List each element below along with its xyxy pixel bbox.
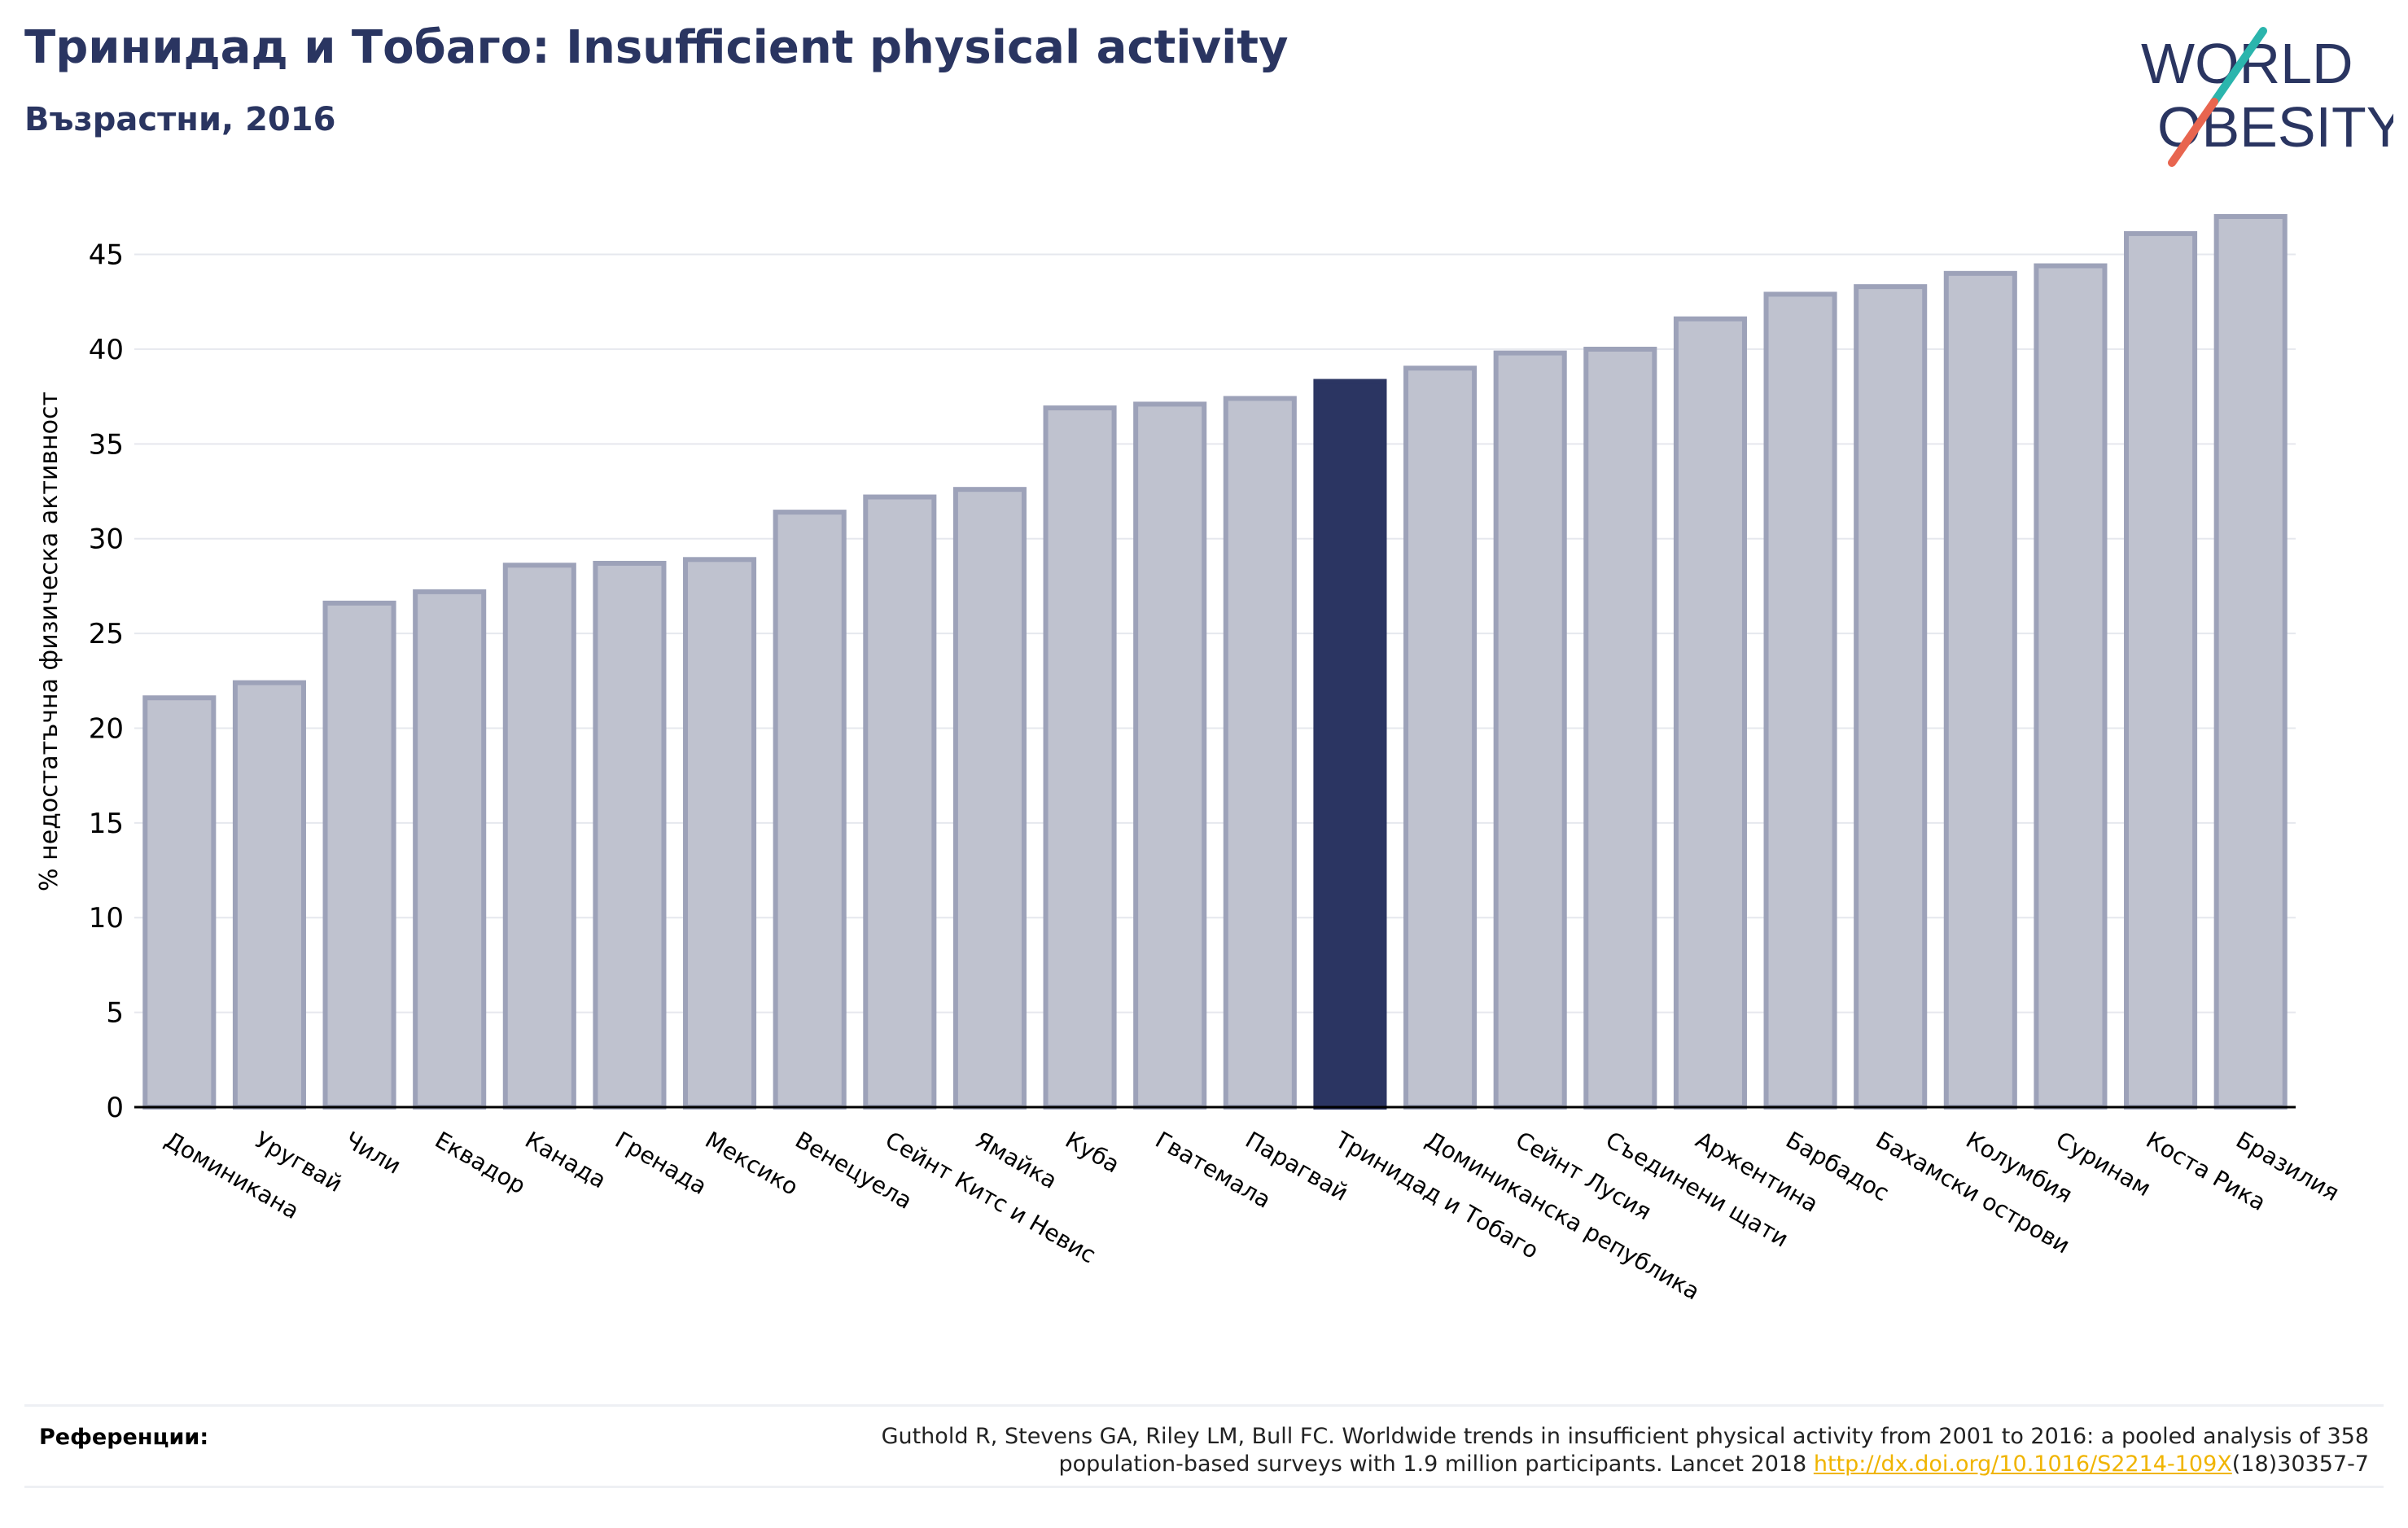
chart-subtitle: Възрастни, 2016 — [24, 101, 336, 138]
bar — [2124, 230, 2198, 1110]
bar — [413, 589, 487, 1110]
bar — [1583, 346, 1657, 1110]
y-tick-label: 15 — [89, 808, 124, 840]
bar — [2213, 214, 2288, 1110]
references-text: Guthold R, Stevens GA, Riley LM, Bull FC… — [659, 1423, 2369, 1478]
bar-highlighted — [1313, 379, 1387, 1110]
bar — [863, 494, 937, 1110]
bar — [502, 563, 576, 1110]
bar — [1133, 401, 1207, 1110]
x-tick-label: Чили — [340, 1126, 405, 1179]
x-tick-label: Еквадор — [431, 1126, 531, 1199]
y-tick-label: 35 — [89, 428, 124, 461]
y-tick-label: 20 — [89, 712, 124, 745]
bar — [2034, 263, 2108, 1110]
reference-doi-link[interactable]: http://dx.doi.org/10.1016/S2214-109X — [1813, 1451, 2232, 1477]
reference-line-1: Guthold R, Stevens GA, Riley LM, Bull FC… — [881, 1424, 2369, 1449]
bar — [593, 560, 667, 1110]
y-tick-label: 5 — [106, 997, 124, 1030]
bar — [142, 695, 217, 1110]
bar — [773, 510, 847, 1110]
logo-text-world: WORLD — [2141, 32, 2353, 95]
y-tick-label: 45 — [89, 239, 124, 272]
x-tick-label: Канада — [520, 1126, 611, 1193]
bar — [1403, 366, 1478, 1110]
bar — [232, 680, 306, 1110]
bars — [142, 214, 2288, 1110]
reference-line-2: population-based surveys with 1.9 millio… — [1058, 1451, 1814, 1477]
y-tick-label: 25 — [89, 618, 124, 650]
world-obesity-logo: WORLD OBESITY — [2141, 27, 2393, 167]
logo-slash-teal — [2210, 27, 2267, 106]
x-tick-label: Куба — [1061, 1126, 1124, 1178]
references-panel: Референции: Guthold R, Stevens GA, Riley… — [24, 1404, 2384, 1488]
bar — [1223, 396, 1297, 1110]
bar — [1493, 350, 1567, 1110]
y-tick-label: 10 — [89, 902, 124, 935]
bar — [952, 487, 1027, 1110]
chart-title: Тринидад и Тобаго: Insufficient physical… — [24, 21, 1289, 74]
grid-lines — [134, 253, 2296, 1014]
bar — [1943, 270, 2017, 1110]
bar — [1854, 284, 1928, 1110]
y-tick-label: 40 — [89, 334, 124, 366]
bar — [322, 600, 396, 1110]
bar — [683, 557, 757, 1110]
logo-slash-orange — [2168, 98, 2218, 167]
bar — [1763, 291, 1837, 1110]
y-axis-label: % недостатъчна физическа активност — [35, 392, 63, 891]
axes: 0 5 10 15 20 25 30 35 40 45 — [89, 239, 2296, 1124]
reference-line-2-end: (18)30357-7 — [2231, 1451, 2369, 1477]
y-tick-label: 0 — [106, 1092, 124, 1124]
references-label: Референции: — [39, 1425, 209, 1450]
bar — [1043, 405, 1117, 1110]
y-tick-label: 30 — [89, 523, 124, 556]
bar — [1673, 316, 1747, 1110]
x-tick-label: Гренада — [611, 1126, 711, 1200]
x-tick-label: Мексико — [701, 1126, 803, 1201]
